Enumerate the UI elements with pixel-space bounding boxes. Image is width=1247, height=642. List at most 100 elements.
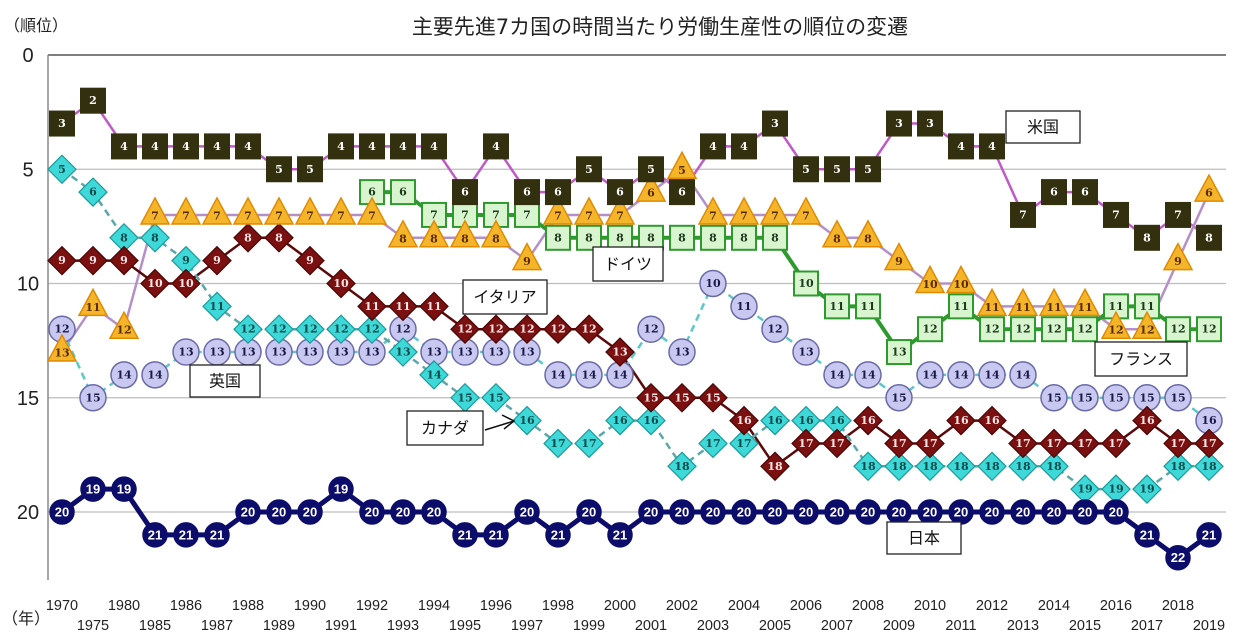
data-label: 5 (647, 163, 655, 176)
data-point: 6 (607, 179, 633, 206)
data-point: 11 (976, 287, 1008, 317)
diamond-marker (543, 314, 573, 345)
data-point: 16 (946, 405, 976, 436)
data-label: 8 (554, 231, 562, 244)
square-marker (1134, 224, 1160, 251)
data-label: 8 (647, 231, 655, 244)
data-label: 4 (492, 140, 500, 153)
diamond-marker (450, 314, 480, 345)
data-point: 19 (111, 476, 137, 502)
circle-marker (762, 499, 788, 525)
data-point: 18 (667, 451, 697, 482)
data-label: 13 (271, 346, 286, 359)
data-label: 4 (337, 140, 345, 153)
data-label: 14 (550, 368, 566, 381)
data-point: 10 (945, 264, 977, 294)
data-label: 4 (213, 140, 221, 153)
circle-marker (1103, 499, 1129, 525)
data-label: 15 (643, 391, 658, 404)
circle-marker (855, 499, 881, 525)
x-tick-label: 2001 (635, 618, 667, 634)
data-label: 15 (1046, 391, 1061, 404)
data-point: 22 (1165, 544, 1191, 571)
data-point: 4 (235, 133, 261, 160)
square-marker (514, 179, 540, 206)
data-point: 8 (669, 224, 695, 251)
data-point: 4 (359, 133, 385, 160)
data-label: 11 (829, 300, 844, 313)
data-label: 16 (829, 414, 845, 427)
data-point: 8 (576, 224, 602, 251)
x-tick-label: 2014 (1038, 598, 1070, 614)
diamond-marker (698, 382, 728, 413)
callout-box (189, 364, 261, 398)
data-point: 8 (418, 219, 450, 248)
data-point: 14 (419, 360, 449, 390)
data-label: 11 (209, 300, 224, 313)
data-label: 16 (1139, 414, 1155, 427)
data-point: 17 (574, 428, 604, 459)
data-label: 8 (1205, 231, 1213, 244)
data-label: 7 (182, 209, 190, 222)
data-label: 6 (1050, 186, 1058, 199)
data-point: 21 (1196, 522, 1222, 548)
data-label: 13 (612, 346, 627, 359)
data-label: 17 (581, 437, 596, 450)
triangle-marker (356, 196, 388, 225)
square-marker (173, 133, 199, 160)
data-point: 20 (700, 499, 726, 525)
data-label: 6 (368, 186, 376, 199)
data-label: 7 (244, 209, 252, 222)
data-label: 13 (891, 346, 906, 359)
data-label: 8 (740, 231, 748, 244)
data-label: 18 (1170, 460, 1186, 473)
data-point: 12 (917, 316, 943, 343)
circle-marker (172, 338, 200, 366)
square-marker (390, 133, 416, 160)
square-marker (855, 293, 881, 320)
x-tick-label: 1999 (573, 618, 605, 634)
callout-box (1005, 110, 1081, 144)
data-label: 7 (306, 209, 314, 222)
data-point: 15 (885, 384, 913, 412)
data-point: 10 (171, 268, 201, 299)
data-label: 8 (492, 232, 500, 245)
data-point: 9 (47, 245, 77, 276)
data-point: 17 (698, 428, 728, 459)
data-point: 4 (204, 133, 230, 160)
data-label: 7 (151, 209, 159, 222)
x-tick-label: 1993 (387, 618, 419, 634)
data-point: 5 (47, 154, 77, 185)
data-label: 6 (523, 186, 531, 199)
data-point: 6 (452, 179, 478, 206)
data-point: 8 (731, 224, 757, 251)
data-label: 12 (1170, 323, 1185, 336)
data-label: 11 (1046, 301, 1061, 314)
data-point: 14 (110, 361, 138, 389)
data-point: 19 (1070, 474, 1100, 504)
data-point: 17 (1101, 428, 1131, 459)
data-label: 5 (802, 163, 810, 176)
square-marker (979, 316, 1005, 343)
triangle-marker (728, 196, 760, 225)
data-point: 20 (979, 499, 1005, 525)
diamond-marker (667, 451, 697, 482)
data-point: 20 (359, 499, 385, 525)
diamond-marker (481, 314, 511, 345)
data-point: 20 (390, 499, 416, 525)
data-label: 12 (984, 323, 999, 336)
data-point: 13 (451, 338, 479, 366)
circle-marker (700, 499, 726, 525)
data-point: 7 (170, 196, 202, 225)
data-label: 4 (120, 140, 128, 153)
data-point: 5 (266, 156, 292, 183)
data-point: 13 (513, 338, 541, 366)
data-label: 7 (585, 209, 593, 222)
data-point: 15 (1102, 384, 1130, 412)
data-label: 8 (833, 232, 841, 245)
data-point: 21 (452, 522, 478, 548)
data-label: 20 (303, 505, 317, 520)
data-point: 12 (1100, 310, 1132, 339)
data-label: 7 (1174, 208, 1182, 221)
data-label: 20 (737, 505, 751, 520)
